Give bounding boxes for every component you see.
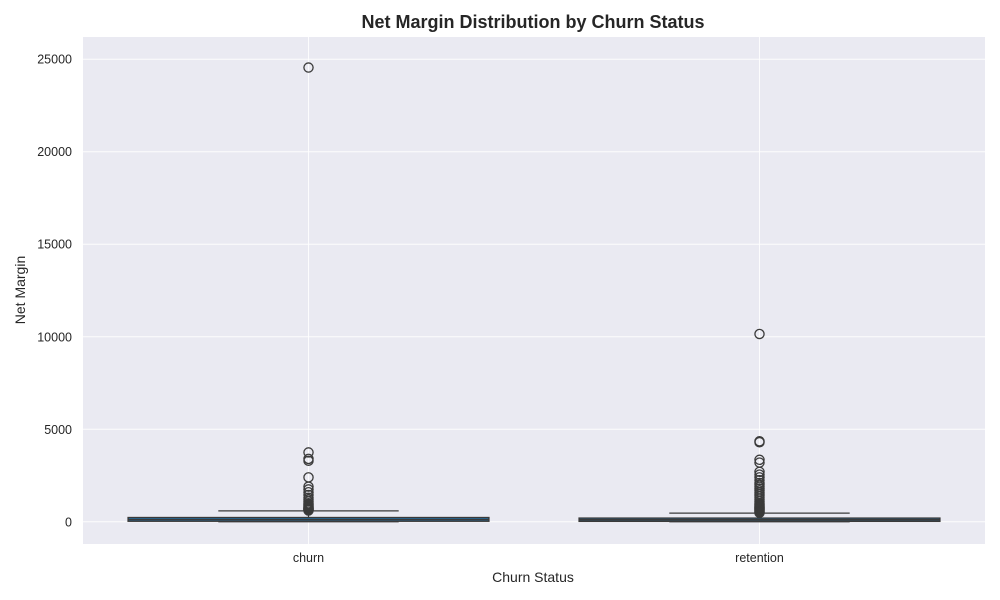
y-tick-label: 10000 bbox=[37, 330, 72, 344]
outlier-point bbox=[303, 62, 314, 73]
y-tick-label: 5000 bbox=[44, 423, 72, 437]
outlier-point bbox=[754, 328, 765, 340]
gridlines bbox=[83, 37, 985, 544]
outlier-point bbox=[303, 481, 314, 492]
plot-area bbox=[83, 37, 985, 544]
boxes-layer bbox=[127, 62, 941, 523]
outlier-point bbox=[303, 447, 314, 458]
x-tick-label: retention bbox=[735, 551, 784, 565]
outlier-point bbox=[754, 474, 765, 486]
y-tick-label: 25000 bbox=[37, 53, 72, 67]
x-axis-label: Churn Status bbox=[492, 569, 574, 585]
outlier-point bbox=[754, 469, 765, 480]
x-tick-label: churn bbox=[293, 551, 324, 565]
x-tick-labels: churn retention bbox=[293, 551, 784, 565]
y-tick-label: 15000 bbox=[37, 238, 72, 252]
outlier-point bbox=[303, 455, 314, 466]
y-tick-labels: 0 5000 10000 15000 20000 25000 bbox=[37, 53, 72, 530]
y-axis-label: Net Margin bbox=[12, 256, 28, 324]
outlier-point bbox=[754, 507, 765, 518]
y-tick-label: 0 bbox=[65, 515, 72, 529]
outlier-point bbox=[754, 466, 765, 478]
outlier-point bbox=[303, 484, 314, 495]
outlier-point bbox=[303, 505, 314, 516]
outlier-point bbox=[754, 436, 765, 448]
chart-title: Net Margin Distribution by Churn Status bbox=[361, 12, 704, 32]
outlier-point bbox=[754, 454, 765, 466]
y-tick-label: 20000 bbox=[37, 145, 72, 159]
